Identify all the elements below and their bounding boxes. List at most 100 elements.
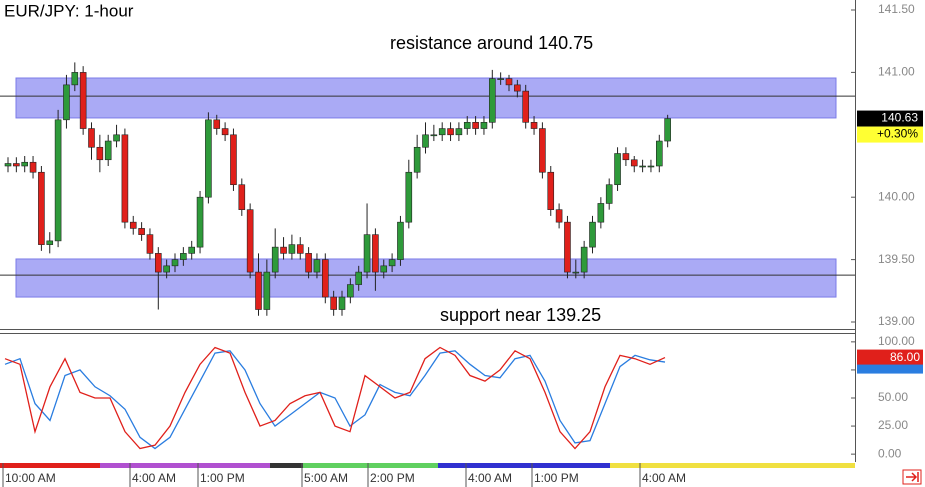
candle-body: [597, 203, 605, 223]
candle-body: [280, 246, 287, 254]
x-tick-label: 1:00 PM: [534, 471, 579, 485]
y-tick-label: 100.00: [878, 334, 915, 348]
candle-body: [447, 128, 454, 136]
candle-body: [664, 118, 671, 142]
candle-body: [96, 146, 104, 161]
candle-body: [480, 122, 488, 129]
y-tick-label: 139.00: [878, 314, 915, 328]
candle-body: [121, 134, 129, 223]
candle-body: [4, 163, 12, 167]
change-label: +0.30%: [877, 127, 918, 141]
x-tick-label: 4:00 AM: [468, 471, 512, 485]
candle-body: [79, 72, 87, 129]
candle-body: [38, 171, 45, 245]
candle-body: [589, 221, 596, 248]
candle-body: [271, 246, 279, 273]
candle-body: [71, 72, 79, 86]
session-bar: [100, 463, 270, 468]
y-tick-label: 0.00: [878, 446, 902, 460]
arrow-icon: [906, 472, 919, 482]
candle-body: [413, 146, 421, 173]
candle-body: [296, 244, 304, 254]
candle-body: [155, 253, 162, 273]
candle-body: [455, 128, 463, 136]
candle-body: [263, 271, 271, 310]
y-tick-label: 141.50: [878, 2, 915, 16]
session-bar: [303, 463, 438, 468]
candle-body: [221, 128, 229, 136]
candle-body: [230, 134, 237, 186]
candle-body: [238, 184, 246, 210]
candle-body: [313, 259, 321, 273]
x-tick-label: 4:00 AM: [642, 471, 686, 485]
candle-body: [655, 140, 663, 167]
candle-body: [463, 122, 471, 129]
y-tick-label: 50.00: [878, 390, 908, 404]
candle-body: [522, 90, 530, 123]
session-bar: [0, 463, 100, 468]
value-tag: [857, 349, 923, 365]
candle-body: [246, 209, 254, 273]
candle-body: [338, 296, 346, 310]
candle-body: [255, 271, 262, 310]
candle-body: [104, 140, 112, 161]
candle-body: [530, 122, 538, 129]
x-tick-label: 10:00 AM: [5, 471, 56, 485]
candle-body: [605, 184, 613, 204]
candle-body: [330, 296, 337, 310]
scroll-button[interactable]: [902, 469, 922, 485]
candle-body: [397, 221, 404, 260]
candle-body: [288, 244, 296, 254]
candle-body: [547, 171, 555, 210]
candle-body: [321, 259, 329, 298]
candle-body: [555, 209, 563, 223]
candle-body: [422, 134, 429, 148]
candle-body: [196, 196, 204, 248]
price-tag: [857, 110, 923, 127]
annotation: support near 139.25: [440, 305, 601, 325]
oscillator-line: [4, 350, 666, 450]
candle-body: [163, 265, 170, 273]
candle-body: [647, 165, 655, 168]
candle-body: [88, 128, 95, 148]
candle-body: [405, 171, 413, 223]
chart-title: EUR/JPY: 1-hour: [4, 1, 134, 20]
candle-body: [305, 253, 312, 273]
session-bar: [438, 463, 610, 468]
candle-body: [21, 161, 29, 167]
candle-body: [388, 259, 396, 267]
candle-body: [188, 246, 195, 254]
candle-body: [622, 153, 630, 161]
candle-body: [129, 221, 137, 229]
candle-body: [205, 119, 212, 198]
candle-body: [46, 240, 54, 245]
candle-body: [138, 228, 145, 235]
time-bar: [0, 463, 855, 468]
y-tick-label: 140.00: [878, 189, 915, 203]
x-tick-label: 4:00 AM: [132, 471, 176, 485]
candle-body: [171, 259, 179, 267]
price-label: 140.63: [881, 111, 918, 125]
candle-body: [29, 161, 37, 173]
candle-body: [438, 128, 446, 136]
candle-body: [614, 153, 621, 186]
y-tick-label: 25.00: [878, 418, 908, 432]
candle-body: [372, 234, 379, 273]
candle-body: [472, 122, 479, 129]
candle-body: [430, 134, 438, 137]
candle-body: [488, 78, 496, 123]
candle-body: [505, 78, 513, 86]
candle-body: [380, 265, 388, 273]
annotation: resistance around 140.75: [390, 33, 593, 53]
session-bar: [610, 463, 855, 468]
value-tag: [857, 363, 923, 374]
session-bar: [270, 463, 303, 468]
y-tick-label: 141.00: [878, 65, 915, 79]
candle-body: [639, 165, 646, 168]
candle-body: [363, 234, 371, 273]
x-tick-label: 2:00 PM: [370, 471, 415, 485]
x-tick-label: 5:00 AM: [304, 471, 348, 485]
